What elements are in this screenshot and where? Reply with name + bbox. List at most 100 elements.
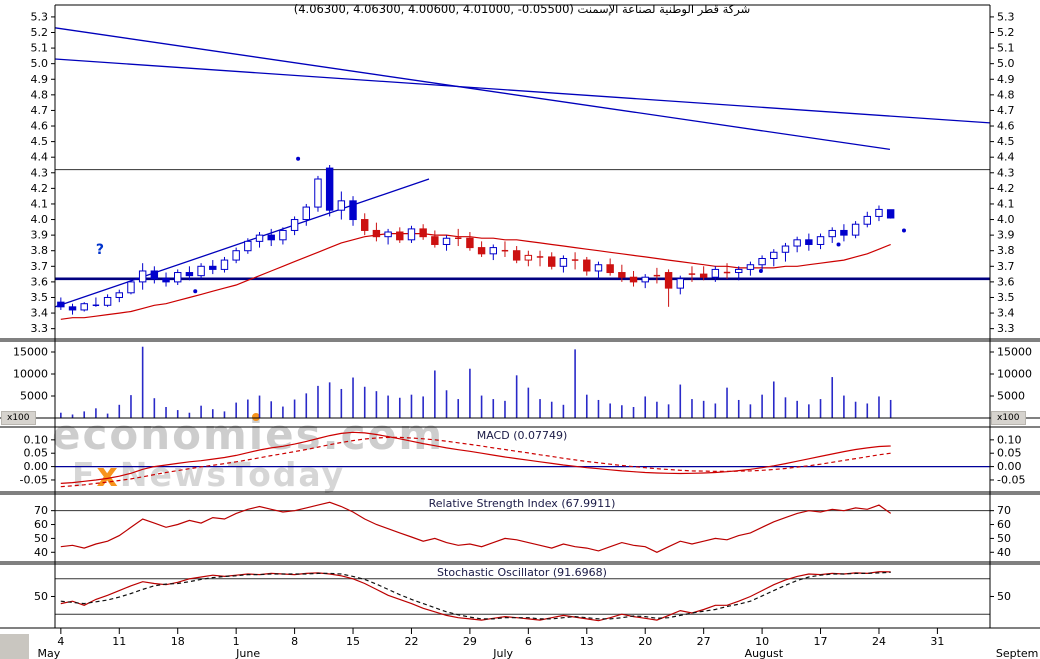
svg-text:15000: 15000	[997, 346, 1032, 359]
svg-text:4.9: 4.9	[997, 73, 1015, 86]
corner-box	[0, 634, 29, 659]
svg-text:4.4: 4.4	[31, 151, 49, 164]
svg-text:July: July	[492, 647, 513, 659]
volume-unit-left: x100	[1, 411, 36, 425]
svg-text:40: 40	[34, 546, 48, 559]
svg-text:5.0: 5.0	[997, 57, 1015, 70]
svg-text:3.4: 3.4	[997, 307, 1015, 320]
svg-text:3.8: 3.8	[997, 244, 1015, 257]
svg-text:13: 13	[580, 635, 594, 648]
svg-text:4: 4	[57, 635, 64, 648]
svg-text:4.8: 4.8	[31, 88, 49, 101]
svg-text:0.10: 0.10	[24, 433, 49, 446]
rsi-panel	[55, 501, 990, 553]
svg-text:3.5: 3.5	[31, 291, 49, 304]
svg-text:50: 50	[34, 590, 48, 603]
svg-text:4.5: 4.5	[997, 135, 1015, 148]
svg-text:3.3: 3.3	[31, 322, 49, 335]
svg-text:4.3: 4.3	[997, 166, 1015, 179]
svg-text:24: 24	[872, 635, 886, 648]
svg-text:0.05: 0.05	[24, 447, 49, 460]
svg-text:0.05: 0.05	[997, 447, 1022, 460]
svg-text:70: 70	[997, 504, 1011, 517]
chart-title: شركة قطر الوطنية لصناعة الإسمنت (4.06300…	[294, 2, 751, 16]
svg-text:31: 31	[930, 635, 944, 648]
svg-text:5000: 5000	[20, 390, 48, 403]
volume-panel	[60, 346, 892, 418]
svg-text:4.9: 4.9	[31, 73, 49, 86]
macd-panel	[55, 431, 990, 488]
svg-text:40: 40	[997, 546, 1011, 559]
price-panel: ?	[54, 27, 991, 320]
svg-text:60: 60	[997, 518, 1011, 531]
svg-text:27: 27	[697, 635, 711, 648]
svg-text:4.4: 4.4	[997, 151, 1015, 164]
volume-unit-right: x100	[991, 411, 1026, 425]
svg-text:5000: 5000	[997, 390, 1025, 403]
svg-text:1: 1	[233, 635, 240, 648]
svg-text:3.9: 3.9	[31, 229, 49, 242]
svg-text:4.6: 4.6	[31, 120, 49, 133]
svg-text:-0.05: -0.05	[20, 473, 48, 486]
svg-text:June: June	[235, 647, 260, 659]
svg-text:18: 18	[171, 635, 185, 648]
svg-text:3.9: 3.9	[997, 229, 1015, 242]
ohlc-values: (4.06300, 4.06300, 4.00600, 4.01000, -0.…	[293, 2, 574, 16]
svg-text:4.5: 4.5	[31, 135, 49, 148]
svg-text:20: 20	[638, 635, 652, 648]
svg-text:17: 17	[814, 635, 828, 648]
svg-text:10: 10	[755, 635, 769, 648]
stochastic-title: Stochastic Oscillator (91.6968)	[437, 566, 607, 579]
svg-text:5.3: 5.3	[997, 10, 1015, 23]
svg-text:5.1: 5.1	[31, 42, 49, 55]
svg-text:3.7: 3.7	[31, 260, 49, 273]
svg-text:4.2: 4.2	[997, 182, 1015, 195]
svg-text:8: 8	[291, 635, 298, 648]
rsi-title: Relative Strength Index (67.9911)	[428, 497, 616, 510]
svg-text:50: 50	[34, 532, 48, 545]
svg-text:50: 50	[997, 590, 1011, 603]
stochastic-panel	[55, 571, 990, 622]
svg-text:3.8: 3.8	[31, 244, 49, 257]
svg-text:11: 11	[112, 635, 126, 648]
svg-text:5.2: 5.2	[997, 26, 1015, 39]
svg-text:4.6: 4.6	[997, 120, 1015, 133]
svg-text:4.0: 4.0	[31, 213, 49, 226]
svg-text:3.5: 3.5	[997, 291, 1015, 304]
svg-text:0.10: 0.10	[997, 433, 1022, 446]
axes: 3.3 3.3 3.4 3.4 3.5 3.5 3.6 3.6 3.7 3.7 3.8 3.8 3.9 3…	[0, 4, 1040, 659]
svg-text:50: 50	[997, 532, 1011, 545]
svg-text:0.00: 0.00	[24, 460, 49, 473]
svg-text:29: 29	[463, 635, 477, 648]
svg-text:4.7: 4.7	[997, 104, 1015, 117]
macd-title: MACD (0.07749)	[476, 429, 568, 442]
svg-text:4.1: 4.1	[31, 197, 49, 210]
svg-text:5.2: 5.2	[31, 26, 49, 39]
svg-text:6: 6	[525, 635, 532, 648]
svg-text:60: 60	[34, 518, 48, 531]
svg-text:22: 22	[404, 635, 418, 648]
svg-text:4.1: 4.1	[997, 197, 1015, 210]
svg-text:4.0: 4.0	[997, 213, 1015, 226]
svg-text:5.1: 5.1	[997, 42, 1015, 55]
svg-text:15: 15	[346, 635, 360, 648]
svg-text:4.3: 4.3	[31, 166, 49, 179]
svg-text:15000: 15000	[13, 346, 48, 359]
svg-text:5.0: 5.0	[31, 57, 49, 70]
svg-text:August: August	[745, 647, 784, 659]
svg-text:4.2: 4.2	[31, 182, 49, 195]
svg-text:4.8: 4.8	[997, 88, 1015, 101]
svg-text:10000: 10000	[13, 368, 48, 381]
svg-text:0.00: 0.00	[997, 460, 1022, 473]
svg-text:70: 70	[34, 504, 48, 517]
svg-text:May: May	[37, 647, 60, 659]
svg-text:3.4: 3.4	[31, 307, 49, 320]
svg-text:3.7: 3.7	[997, 260, 1015, 273]
svg-text:3.3: 3.3	[997, 322, 1015, 335]
svg-text:4.7: 4.7	[31, 104, 49, 117]
svg-text:10000: 10000	[997, 368, 1032, 381]
svg-text:3.6: 3.6	[31, 275, 49, 288]
question-mark-annotation: ?	[96, 242, 104, 258]
